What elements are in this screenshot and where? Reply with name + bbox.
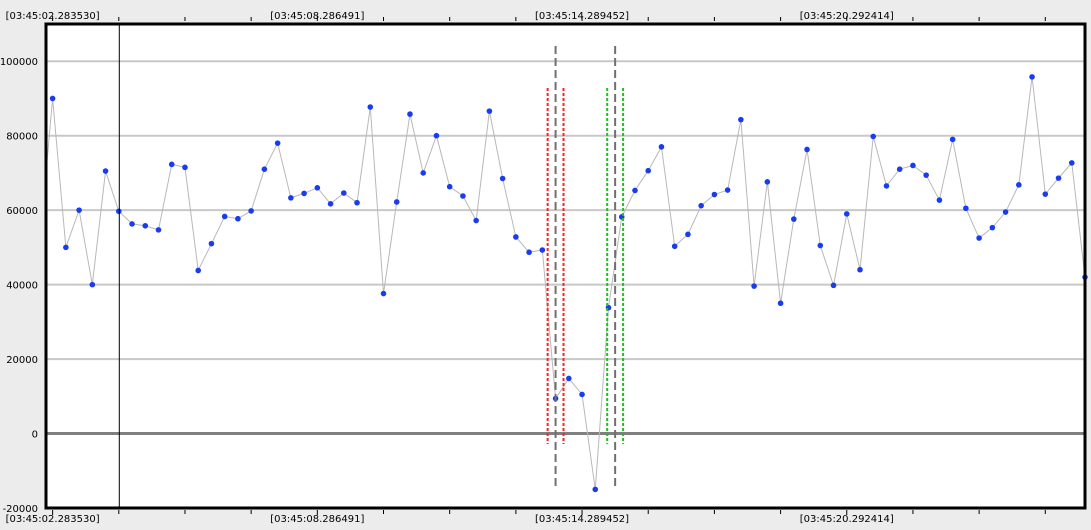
data-point — [896, 166, 903, 172]
y-tick-label: 0 — [32, 430, 38, 441]
data-point — [208, 240, 215, 247]
data-point — [248, 208, 254, 214]
data-point — [1002, 209, 1009, 215]
data-point — [142, 222, 149, 229]
data-point — [393, 199, 400, 205]
data-point — [738, 116, 744, 123]
data-point — [433, 132, 440, 139]
data-point — [513, 234, 519, 240]
data-point — [155, 227, 162, 233]
bottom-time-axis: [03:45:02.283530] [03:45:08.286491] [03:45… — [6, 510, 1046, 525]
time-label: [03:45:20.292414] — [800, 11, 894, 22]
data-point — [76, 207, 82, 213]
data-point — [976, 235, 982, 241]
data-point — [963, 205, 969, 212]
data-point — [592, 486, 599, 493]
y-tick-label: 100000 — [0, 57, 38, 68]
data-point — [539, 247, 546, 253]
data-point — [645, 167, 652, 174]
data-point — [711, 191, 718, 198]
data-point — [870, 133, 877, 140]
plot-frame — [44, 22, 1087, 510]
data-point — [89, 281, 96, 288]
time-label: [03:45:14.289452] — [535, 11, 629, 22]
data-point — [724, 187, 731, 193]
data-point — [830, 282, 837, 289]
data-point — [698, 202, 704, 209]
data-point — [499, 175, 506, 182]
data-series — [45, 74, 1088, 493]
time-label: [03:45:20.292414] — [800, 514, 894, 525]
data-point — [420, 170, 427, 176]
data-point — [883, 183, 890, 189]
y-tick-label: 60000 — [6, 206, 38, 217]
data-point — [1016, 182, 1022, 188]
data-point — [685, 231, 691, 238]
data-point — [261, 166, 268, 172]
data-point — [301, 190, 307, 197]
time-label: [03:45:08.286491] — [270, 11, 364, 22]
data-point — [1029, 74, 1035, 80]
data-point — [1055, 175, 1062, 181]
data-point — [949, 136, 956, 143]
data-point — [526, 249, 532, 256]
y-axis-ticks: 100000 80000 60000 40000 20000 0 -20000 — [0, 57, 38, 515]
y-tick-label: 20000 — [6, 355, 38, 366]
data-point — [460, 193, 466, 199]
data-point — [910, 162, 916, 169]
data-point — [658, 144, 665, 150]
data-point — [857, 266, 863, 273]
data-point — [102, 168, 109, 174]
data-point — [314, 185, 321, 191]
time-label: [03:45:02.283530] — [6, 514, 100, 525]
data-point — [168, 161, 175, 168]
y-grid — [46, 60, 1085, 436]
time-label: [03:45:14.289452] — [535, 514, 629, 525]
data-point — [486, 108, 493, 114]
data-point — [764, 179, 771, 185]
data-point — [632, 187, 638, 194]
data-point — [115, 208, 122, 215]
data-point — [791, 216, 797, 222]
data-point — [341, 190, 347, 196]
data-point — [1042, 191, 1049, 197]
data-point — [221, 213, 228, 220]
top-time-axis: [03:45:02.283530] [03:45:08.286491] [03:45… — [6, 11, 1046, 22]
time-label: [03:45:02.283530] — [6, 11, 100, 22]
y-tick-label: 80000 — [6, 132, 38, 143]
data-point — [380, 290, 387, 297]
data-point — [936, 197, 943, 203]
y-tick-label: -20000 — [3, 504, 38, 515]
data-point — [288, 195, 294, 201]
marker-lines — [546, 46, 625, 490]
data-point — [473, 217, 479, 224]
data-point — [235, 215, 241, 222]
data-point — [63, 244, 69, 251]
data-point — [446, 183, 453, 190]
data-point — [989, 224, 996, 231]
data-point — [129, 221, 135, 227]
data-point — [367, 104, 374, 110]
data-point — [817, 242, 824, 249]
data-point — [777, 300, 784, 307]
data-point — [566, 375, 572, 382]
data-point — [923, 172, 929, 178]
data-point — [407, 111, 413, 117]
data-point — [579, 391, 585, 398]
data-point — [671, 243, 678, 250]
data-point — [195, 267, 202, 274]
y-tick-label: 40000 — [6, 281, 38, 292]
data-point — [751, 283, 757, 289]
data-point — [354, 199, 360, 206]
data-point — [327, 201, 334, 207]
data-point — [274, 140, 281, 146]
time-label: [03:45:08.286491] — [270, 514, 364, 525]
data-point — [843, 211, 850, 217]
data-point — [49, 95, 56, 102]
data-point — [1068, 160, 1075, 166]
plot-background — [46, 24, 1085, 508]
data-point — [804, 146, 810, 153]
data-point — [182, 164, 188, 171]
